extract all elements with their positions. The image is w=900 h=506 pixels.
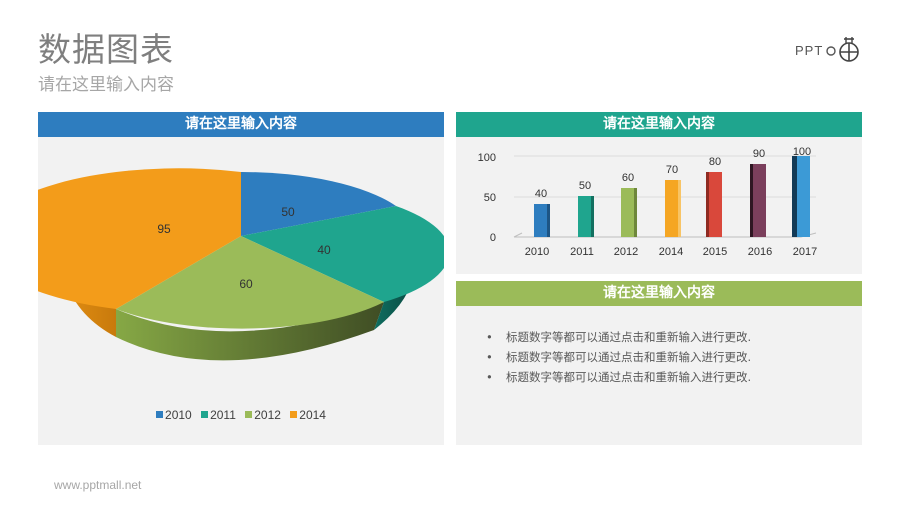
legend-swatch-icon	[156, 411, 164, 418]
svg-text:90: 90	[753, 148, 765, 160]
svg-text:2017: 2017	[793, 246, 817, 258]
bar-2011	[578, 196, 594, 237]
svg-text:40: 40	[317, 243, 331, 257]
svg-text:50: 50	[484, 192, 496, 204]
svg-text:2015: 2015	[703, 246, 727, 258]
bar-2015	[706, 172, 722, 237]
legend-swatch-icon	[201, 411, 209, 418]
text-panel-header: 请在这里输入内容	[456, 281, 862, 306]
page-title: 数据图表	[38, 30, 174, 69]
svg-text:2014: 2014	[659, 246, 683, 258]
bar-2014	[665, 180, 681, 237]
pie-panel-header: 请在这里输入内容	[38, 112, 444, 137]
pie-chart: 50 40 60 95	[38, 168, 444, 361]
legend-item-2014: 2014	[290, 408, 326, 422]
bar-chart: 100 50 0 40 50 60 70 80 90 100 2010 2011…	[478, 146, 818, 258]
bullet-list: • 标题数字等都可以通过点击和重新输入进行更改. • 标题数字等都可以通过点击和重新…	[486, 327, 751, 387]
svg-text:0: 0	[490, 232, 496, 244]
legend-item-2012: 2012	[245, 408, 281, 422]
svg-text:70: 70	[666, 164, 678, 176]
svg-text:2011: 2011	[570, 246, 594, 258]
page-subtitle: 请在这里输入内容	[38, 75, 174, 95]
list-item: • 标题数字等都可以通过点击和重新输入进行更改.	[486, 350, 752, 364]
legend-swatch-icon	[245, 411, 253, 418]
legend-item-2010: 2010	[156, 408, 192, 422]
svg-text:60: 60	[622, 172, 634, 184]
pie-slice-2012	[116, 236, 384, 329]
svg-text:60: 60	[239, 277, 253, 291]
pie-slice-2014	[38, 168, 241, 309]
bar-2017	[792, 156, 810, 237]
svg-text:100: 100	[478, 152, 496, 164]
pie-legend: 2010 2011 2012 2014	[38, 408, 444, 422]
list-item: • 标题数字等都可以通过点击和重新输入进行更改.	[486, 330, 752, 344]
pptmall-logo-icon: PPT	[795, 37, 859, 62]
bar-2010	[534, 204, 550, 237]
bar-panel-header: 请在这里输入内容	[456, 112, 862, 137]
bar-2012	[621, 188, 637, 237]
svg-text:2010: 2010	[525, 246, 549, 258]
bar-chart-panel: 请在这里输入内容 100 50 0 40 50 60 70 80 90 100 …	[456, 112, 862, 274]
text-panel: 请在这里输入内容 • 标题数字等都可以通过点击和重新输入进行更改. • 标题数字等都…	[456, 281, 862, 445]
bar-2016	[750, 164, 766, 237]
svg-text:95: 95	[157, 222, 171, 236]
svg-text:50: 50	[281, 205, 295, 219]
footer-url: www.pptmall.net	[54, 478, 142, 492]
svg-text:40: 40	[535, 188, 547, 200]
pie-slice-2011	[241, 206, 444, 302]
pie-chart-panel: 请在这里输入内容 50 40 60 95	[38, 112, 444, 445]
svg-text:2016: 2016	[748, 246, 772, 258]
svg-text:PPT: PPT	[795, 43, 823, 58]
legend-swatch-icon	[290, 411, 298, 418]
svg-text:50: 50	[579, 180, 591, 192]
pie-slice-2010	[241, 171, 396, 236]
legend-item-2011: 2011	[201, 408, 236, 422]
svg-text:80: 80	[709, 156, 721, 168]
svg-text:100: 100	[793, 146, 811, 158]
svg-text:2012: 2012	[614, 246, 638, 258]
list-item: • 标题数字等都可以通过点击和重新输入进行更改.	[486, 370, 752, 384]
